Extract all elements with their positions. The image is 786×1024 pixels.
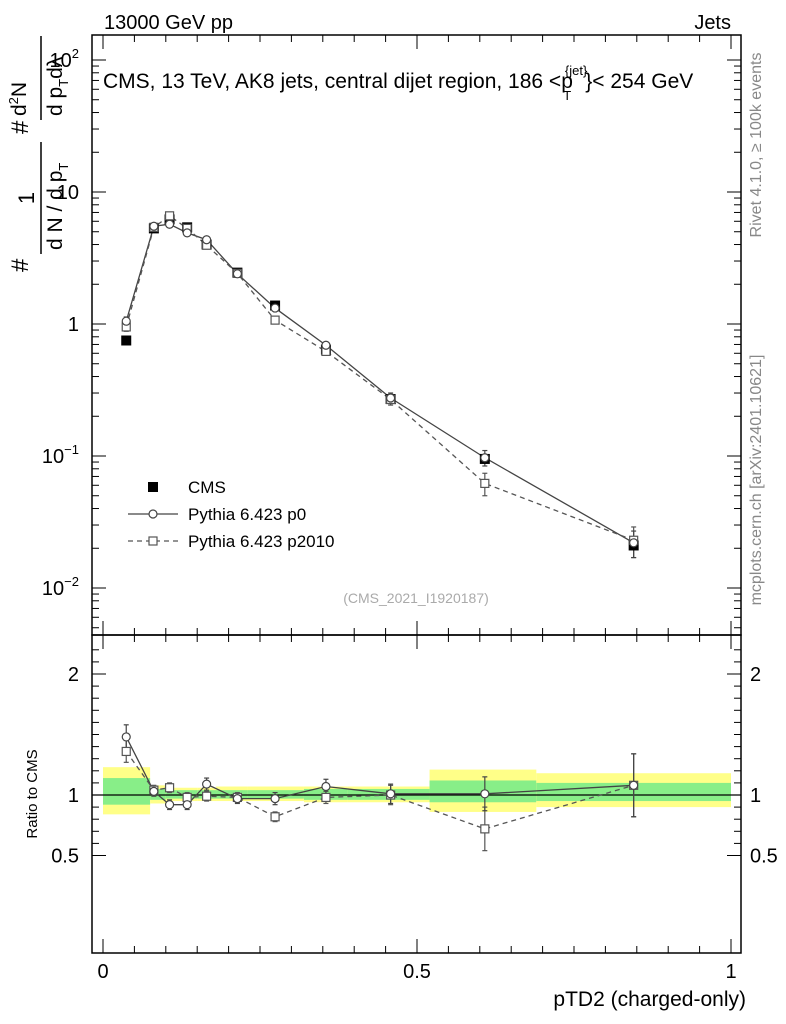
x-tick-label: 0 xyxy=(97,961,108,983)
data-point-p0 xyxy=(321,340,331,350)
ratio-band-inner xyxy=(103,778,151,805)
ratio-point-p0 xyxy=(121,732,131,742)
plot-title-main: CMS, 13 TeV, AK8 jets, central dijet reg… xyxy=(103,70,573,93)
y-tick-label-ratio-right: 1 xyxy=(750,785,761,807)
ratio-point-p2010 xyxy=(164,783,175,793)
ratio-point-p0 xyxy=(149,786,159,796)
y-tick-label-main: 10 xyxy=(57,182,79,204)
data-point-p0 xyxy=(232,269,242,279)
legend-label: CMS xyxy=(188,478,226,497)
legend-label: Pythia 6.423 p2010 xyxy=(188,532,335,551)
y-tick-label-main: 10−2 xyxy=(42,574,79,600)
legend-marker-p2010 xyxy=(148,536,158,546)
ratio-point-p0 xyxy=(182,800,192,810)
ylabel-num-two: d2N xyxy=(6,82,31,116)
ratio-point-p2010 xyxy=(121,746,131,757)
ratio-point-p0 xyxy=(386,789,396,799)
ylabel-den-two-end: dλ xyxy=(44,56,67,79)
ylabel-num-two-end: N xyxy=(8,82,31,97)
ylabel-den-two: d pTdλ xyxy=(44,56,71,116)
ratio-band-inner xyxy=(165,790,182,799)
ratio-plot-area xyxy=(92,724,741,852)
ratio-band-inner xyxy=(216,790,248,799)
y-tick-label-main: 1 xyxy=(68,314,79,336)
ratio-point-p0 xyxy=(270,794,280,804)
plot-title: CMS, 13 TeV, AK8 jets, central dijet reg… xyxy=(103,63,693,103)
analysis-id: (CMS_2021_I1920187) xyxy=(343,590,489,606)
plot-title-sub: T xyxy=(563,88,571,103)
ylabel-den-two-sub: T xyxy=(56,79,71,87)
source-label: mcplots.cern.ch [arXiv:2401.10621] xyxy=(748,355,765,606)
plot-title-sup: {jet} xyxy=(565,63,588,78)
main-axis-ticks: 102 10 1 10−1 10−2 xyxy=(42,46,741,629)
ratio-point-p0 xyxy=(232,794,242,804)
ylabel-prefix: # xyxy=(7,258,34,272)
data-point-p0 xyxy=(182,228,192,238)
ratio-point-p0 xyxy=(321,781,331,792)
ratio-point-p2010 xyxy=(480,824,490,834)
x-tick-label: 1 xyxy=(725,961,736,983)
ratio-point-p2010 xyxy=(202,791,212,801)
y-tick-label-ratio-right: 0.5 xyxy=(750,846,778,868)
ratio-point-p2010 xyxy=(321,792,331,803)
data-point-p2010 xyxy=(480,478,490,489)
x-axis-label: pTD2 (charged-only) xyxy=(553,988,746,1011)
ylabel-den-one-main: d N / d p xyxy=(44,171,67,250)
data-point-p0 xyxy=(629,538,639,548)
plot-title-end: }< 254 GeV xyxy=(585,70,693,93)
energy-label: 13000 GeV pp xyxy=(104,12,233,34)
ratio-line-p2010 xyxy=(125,751,634,830)
y-tick-label-ratio: 2 xyxy=(68,664,79,686)
data-point-p0 xyxy=(270,303,280,313)
x-tick-label: 0.5 xyxy=(403,961,431,983)
legend-marker-cms xyxy=(148,482,158,492)
ylabel-den-two-main: d p xyxy=(44,87,67,116)
data-point-p0 xyxy=(202,235,212,245)
ratio-point-p0 xyxy=(202,779,212,789)
x-axis-ticks: 0 0.5 1 xyxy=(97,35,737,983)
y-tick-label-ratio: 1 xyxy=(68,785,79,807)
y-tick-label-main: 102 xyxy=(50,46,79,72)
ratio-point-p2010 xyxy=(270,812,280,822)
ratio-point-p0 xyxy=(480,789,490,799)
data-point-p2010 xyxy=(164,211,175,221)
y-tick-label-ratio: 0.5 xyxy=(51,846,79,868)
data-point-cms xyxy=(121,335,132,346)
ylabel-prefix-two: # xyxy=(7,120,34,134)
legend-marker-p0 xyxy=(148,509,158,519)
ratio-axis-ticks: 0.5 0.5 1 1 2 2 xyxy=(51,649,778,868)
main-plot-area xyxy=(121,211,639,559)
ylabel-den-one: d N / d pT xyxy=(44,163,71,250)
ylabel-num-two-sup: 2 xyxy=(6,97,21,104)
category-label: Jets xyxy=(694,12,731,34)
y-axis-label-main: # 1 d N / d pT # d2N d pTdλ xyxy=(6,36,71,272)
data-point-p0 xyxy=(149,221,159,231)
y-tick-label-ratio-right: 2 xyxy=(750,664,761,686)
ratio-point-p0 xyxy=(164,800,175,810)
data-point-p0 xyxy=(480,453,490,463)
legend-label: Pythia 6.423 p0 xyxy=(188,505,306,524)
rivet-label: Rivet 4.1.0, ≥ 100k events xyxy=(748,53,765,238)
data-point-p0 xyxy=(386,393,396,403)
y-tick-label-main: 10−1 xyxy=(42,442,79,468)
y-axis-label-ratio: Ratio to CMS xyxy=(24,749,41,838)
data-point-p0 xyxy=(121,316,131,326)
legend: CMS Pythia 6.423 p0 Pythia 6.423 p2010 xyxy=(128,478,335,551)
ylabel-den-one-sub: T xyxy=(56,163,71,171)
ylabel-num-one: 1 xyxy=(14,192,39,204)
ratio-point-p0 xyxy=(629,780,639,790)
data-point-p2010 xyxy=(270,315,280,325)
data-point-p0 xyxy=(164,219,175,229)
ylabel-num-two-main: d xyxy=(8,104,31,116)
